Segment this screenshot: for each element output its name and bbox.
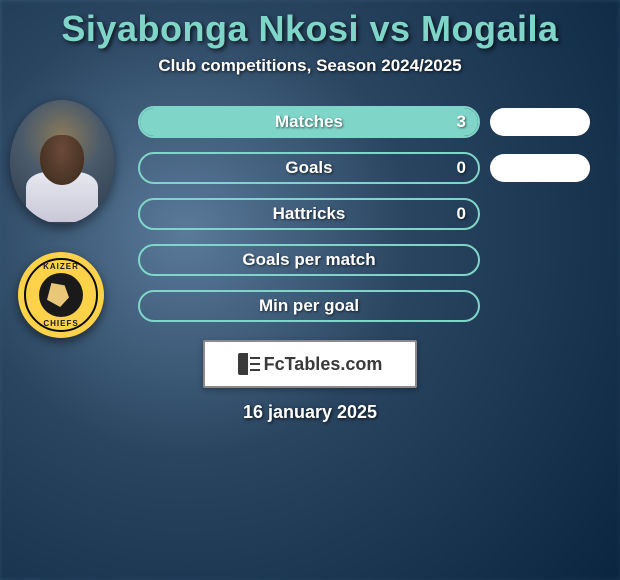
- stat-pill-left: Min per goal: [138, 290, 480, 322]
- stat-pill-left: Matches3: [138, 106, 480, 138]
- stat-row: Matches3: [138, 106, 620, 138]
- stat-row: Goals per match: [138, 244, 620, 276]
- club-logo-text-bottom: CHIEFS: [18, 319, 104, 328]
- stat-pill-left: Goals0: [138, 152, 480, 184]
- stat-pill-right: [490, 154, 590, 182]
- brand-label: FcTables.com: [264, 354, 383, 375]
- brand-logo-icon: [238, 353, 260, 375]
- page-title: Siyabonga Nkosi vs Mogaila: [0, 8, 620, 50]
- avatar-column: KAIZER CHIEFS: [10, 100, 120, 338]
- stat-row: Hattricks0: [138, 198, 620, 230]
- stat-label: Matches: [140, 112, 478, 132]
- stat-label: Goals: [140, 158, 478, 178]
- player-avatar: [10, 100, 114, 224]
- stat-label: Hattricks: [140, 204, 478, 224]
- club-logo-text-top: KAIZER: [18, 262, 104, 271]
- stat-value-left: 0: [457, 204, 466, 224]
- stat-pill-left: Goals per match: [138, 244, 480, 276]
- club-logo-icon: [39, 273, 83, 317]
- main-content: KAIZER CHIEFS Matches3Goals0Hattricks0Go…: [0, 100, 620, 322]
- stat-row: Min per goal: [138, 290, 620, 322]
- stats-rows: Matches3Goals0Hattricks0Goals per matchM…: [138, 100, 620, 322]
- page-subtitle: Club competitions, Season 2024/2025: [0, 56, 620, 76]
- date-label: 16 january 2025: [0, 402, 620, 423]
- stat-label: Min per goal: [140, 296, 478, 316]
- stat-value-left: 0: [457, 158, 466, 178]
- stat-label: Goals per match: [140, 250, 478, 270]
- content-overlay: Siyabonga Nkosi vs Mogaila Club competit…: [0, 0, 620, 580]
- brand-badge: FcTables.com: [203, 340, 417, 388]
- stat-value-left: 3: [457, 112, 466, 132]
- stat-pill-left: Hattricks0: [138, 198, 480, 230]
- stat-pill-right: [490, 108, 590, 136]
- club-logo: KAIZER CHIEFS: [18, 252, 104, 338]
- stat-row: Goals0: [138, 152, 620, 184]
